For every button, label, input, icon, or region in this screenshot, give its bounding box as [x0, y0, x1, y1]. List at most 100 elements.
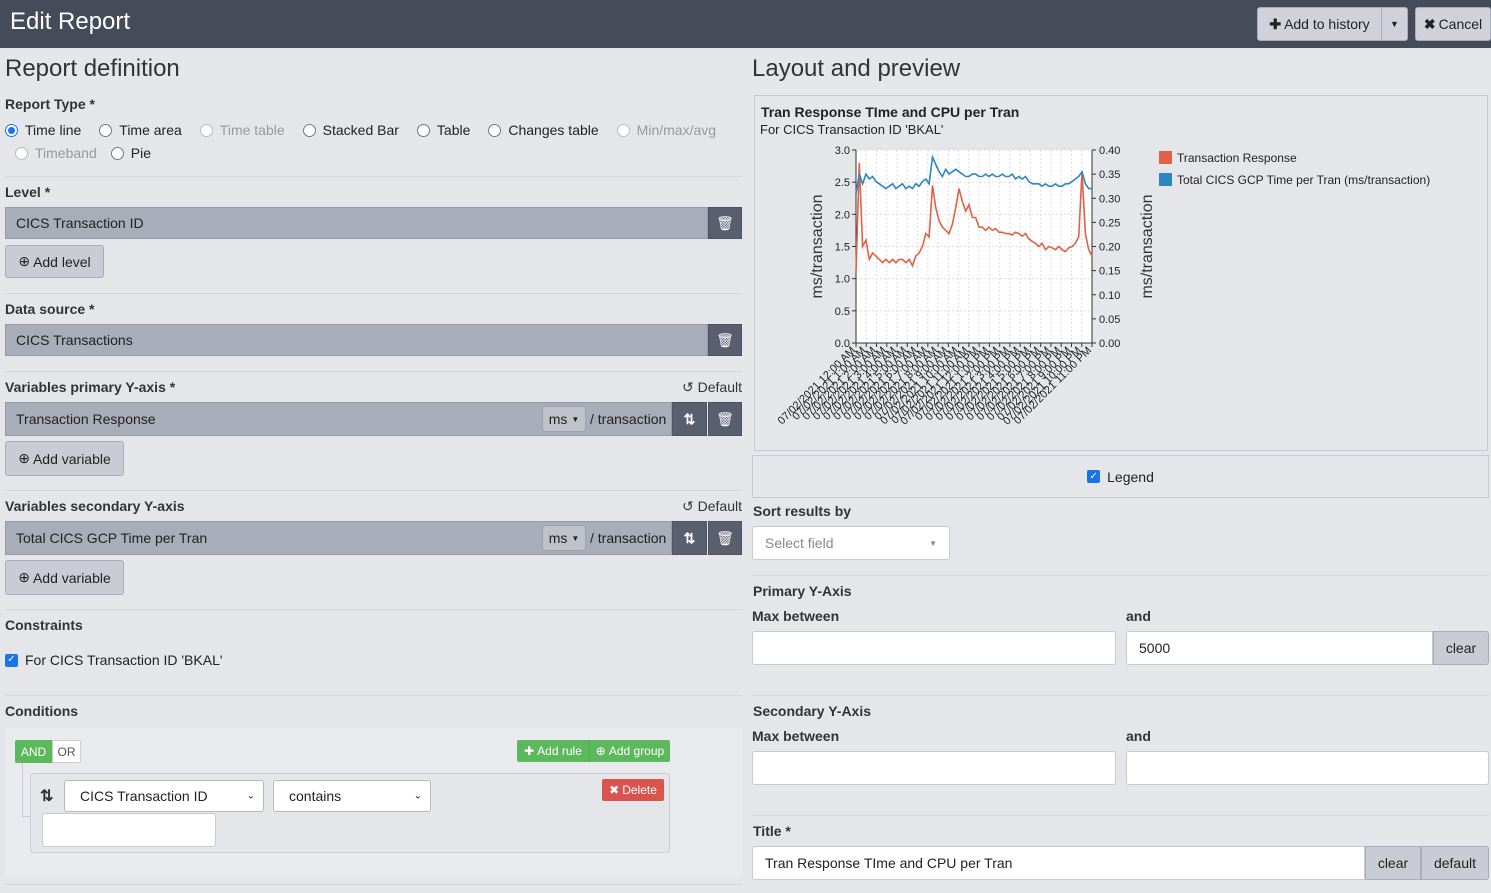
- chart-svg: Tran Response TIme and CPU per Tran For C…: [760, 104, 1430, 428]
- title-clear-button[interactable]: clear: [1365, 846, 1421, 880]
- delete-data-source-button[interactable]: 🗑: [708, 324, 742, 356]
- caret-down-icon: ▼: [929, 538, 937, 548]
- delete-rule-button[interactable]: ✖ Delete: [602, 779, 664, 801]
- conditions-label: Conditions: [5, 703, 79, 719]
- divider: [5, 490, 742, 491]
- checkbox-checked-icon[interactable]: ✓: [1087, 470, 1101, 483]
- y2-tick-label: 0.10: [1099, 290, 1120, 302]
- add-rule-button[interactable]: ✚ Add rule: [517, 740, 589, 762]
- y2-tick-label: 0.40: [1099, 145, 1120, 157]
- divider: [5, 371, 742, 372]
- radio-time-area[interactable]: Time area: [99, 122, 182, 138]
- y2-tick-label: 0.25: [1099, 217, 1120, 229]
- divider: [5, 293, 742, 294]
- add-level-button[interactable]: ⊕ Add level: [5, 245, 104, 278]
- divider: [5, 609, 742, 610]
- y2-tick-label: 0.15: [1099, 266, 1120, 278]
- report-type-options: Time line Time area Time table Stacked B…: [5, 122, 740, 161]
- primary-y-axis-label: Primary Y-Axis: [753, 583, 852, 599]
- plus-circle-icon: ⊕: [595, 744, 606, 758]
- sort-icon: ⇅: [683, 529, 696, 546]
- undo-icon: ↺: [682, 498, 694, 514]
- legend-toggle-row[interactable]: ✓ Legend: [752, 455, 1489, 498]
- y-tick-label: 0.5: [835, 306, 850, 318]
- y-tick-label: 0.0: [835, 338, 850, 350]
- sort-icon: ⇅: [683, 410, 696, 427]
- sort-field-select[interactable]: Select field ▼: [752, 526, 950, 560]
- divider: [5, 176, 742, 177]
- caret-down-icon: ▼: [1390, 19, 1399, 29]
- add-group-button[interactable]: ⊕ Add group: [589, 740, 670, 762]
- divider: [5, 884, 742, 885]
- y2-tick-label: 0.20: [1099, 242, 1120, 254]
- primary-and-label: and: [1126, 608, 1151, 624]
- constraints-label: Constraints: [5, 617, 83, 633]
- radio-min-max-avg: Min/max/avg: [616, 122, 716, 138]
- chart-preview: Tran Response TIme and CPU per Tran For C…: [754, 95, 1488, 451]
- secondary-y-axis-label: Secondary Y-Axis: [753, 703, 872, 719]
- chevron-down-icon: ⌄: [413, 790, 422, 802]
- add-secondary-variable-button[interactable]: ⊕ Add variable: [5, 560, 124, 595]
- radio-table[interactable]: Table: [416, 122, 470, 138]
- sort-results-label: Sort results by: [753, 503, 852, 519]
- legend-label: Transaction Response: [1177, 151, 1297, 165]
- title-input[interactable]: Tran Response TIme and CPU per Tran: [752, 846, 1365, 880]
- delete-level-button[interactable]: 🗑: [708, 207, 742, 239]
- undo-icon: ↺: [682, 379, 694, 395]
- primary-min-input[interactable]: [752, 631, 1116, 665]
- secondary-default-link[interactable]: ↺ Default: [682, 498, 742, 514]
- add-primary-variable-button[interactable]: ⊕ Add variable: [5, 441, 124, 476]
- y2-tick-label: 0.30: [1099, 193, 1120, 205]
- chevron-down-icon: ⌄: [246, 790, 255, 802]
- secondary-max-input[interactable]: [1126, 751, 1489, 785]
- condition-field-select[interactable]: CICS Transaction ID ⌄: [64, 780, 264, 812]
- radio-pie[interactable]: Pie: [110, 145, 151, 161]
- and-toggle[interactable]: AND: [15, 740, 52, 763]
- primary-unit-dropdown[interactable]: ms ▼: [542, 406, 586, 432]
- constraint-item[interactable]: ✓ For CICS Transaction ID 'BKAL': [5, 652, 223, 668]
- primary-default-link[interactable]: ↺ Default: [682, 379, 742, 395]
- secondary-sort-button[interactable]: ⇅: [672, 521, 707, 555]
- condition-value-input[interactable]: [42, 813, 216, 847]
- add-to-history-dropdown[interactable]: ▼: [1381, 7, 1408, 41]
- trash-icon: 🗑: [716, 529, 734, 546]
- radio-changes-table[interactable]: Changes table: [488, 122, 599, 138]
- primary-max-between-label: Max between: [752, 608, 840, 624]
- drag-handle-icon[interactable]: ⇅: [40, 788, 54, 805]
- plus-circle-icon: ⊕: [18, 569, 30, 585]
- primary-clear-button[interactable]: clear: [1433, 631, 1489, 665]
- data-source-label: Data source *: [5, 301, 95, 317]
- radio-time-line[interactable]: Time line: [5, 122, 81, 138]
- data-source-field[interactable]: CICS Transactions: [5, 324, 708, 356]
- delete-primary-variable-button[interactable]: 🗑: [708, 402, 742, 436]
- caret-down-icon: ▼: [571, 533, 580, 543]
- primary-max-input[interactable]: 5000: [1126, 631, 1433, 665]
- radio-stacked-bar[interactable]: Stacked Bar: [302, 122, 399, 138]
- legend-swatch: [1159, 173, 1172, 186]
- plus-icon: ✚: [1269, 15, 1282, 32]
- primary-sort-button[interactable]: ⇅: [672, 402, 707, 436]
- secondary-unit-dropdown[interactable]: ms ▼: [542, 525, 586, 551]
- layout-preview-title: Layout and preview: [752, 55, 961, 82]
- level-label: Level *: [5, 184, 51, 200]
- y-tick-label: 2.5: [835, 177, 850, 189]
- cancel-button[interactable]: ✖ Cancel: [1415, 7, 1491, 41]
- divider: [5, 695, 742, 696]
- title-default-button[interactable]: default: [1421, 846, 1489, 880]
- condition-operator-select[interactable]: contains ⌄: [273, 780, 431, 812]
- legend-label: Total CICS GCP Time per Tran (ms/transac…: [1177, 173, 1430, 187]
- trash-icon: 🗑: [716, 410, 734, 427]
- series-line-1: [855, 162, 1093, 273]
- y2-tick-label: 0.35: [1099, 169, 1120, 181]
- plus-circle-icon: ⊕: [18, 450, 30, 466]
- or-toggle[interactable]: OR: [52, 740, 81, 763]
- add-to-history-button[interactable]: ✚ Add to history: [1257, 7, 1382, 41]
- checkbox-checked-icon[interactable]: ✓: [5, 653, 18, 667]
- rule-connector: [22, 763, 32, 817]
- secondary-min-input[interactable]: [752, 751, 1116, 785]
- report-type-label: Report Type *: [5, 96, 95, 112]
- y2-tick-label: 0.00: [1099, 338, 1120, 350]
- level-field[interactable]: CICS Transaction ID: [5, 207, 708, 239]
- delete-secondary-variable-button[interactable]: 🗑: [708, 521, 742, 555]
- title-label: Title *: [753, 823, 791, 839]
